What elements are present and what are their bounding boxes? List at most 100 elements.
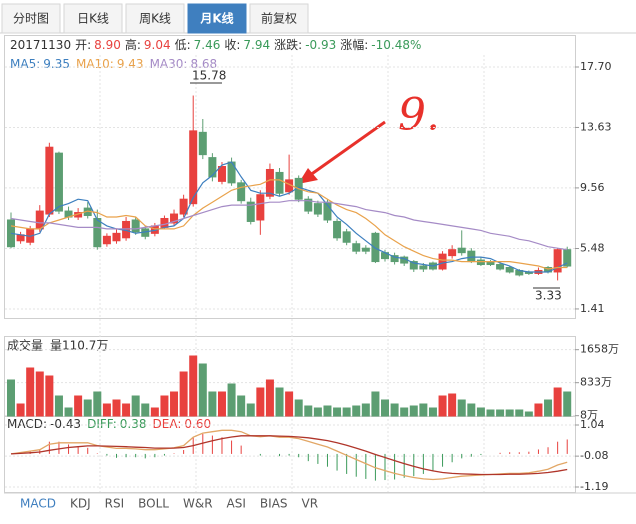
y-tick-label: 5.48: [580, 241, 605, 254]
volume-bar: [390, 403, 399, 417]
handwritten-note: 9.: [398, 90, 440, 141]
period-tab[interactable]: 月K线: [187, 3, 247, 34]
ma-line: [10, 161, 568, 273]
volume-subtitle: 量110.7万: [50, 339, 108, 353]
legend-label: MACD:: [7, 417, 47, 431]
info-label: 开:: [75, 38, 91, 52]
indicator-tab[interactable]: ASI: [227, 497, 246, 511]
y-tick-label: 1.04: [580, 418, 605, 431]
y-tick-label: 8万: [580, 409, 598, 422]
candle-body: [35, 210, 44, 230]
price-panel-frame: [4, 35, 576, 319]
volume-bar: [7, 379, 15, 417]
volume-bar: [160, 395, 169, 417]
indicator-tab[interactable]: VR: [302, 497, 319, 511]
indicator-tab[interactable]: KDJ: [70, 497, 91, 511]
info-value: 9.04: [144, 38, 171, 52]
y-tick-label: -1.19: [580, 480, 608, 493]
volume-bar: [476, 407, 485, 417]
volume-bar: [45, 375, 54, 417]
volume-bar: [524, 411, 533, 417]
info-date: 20171130: [10, 38, 71, 52]
candle-body: [275, 171, 284, 194]
volume-bar: [26, 367, 35, 417]
period-tab[interactable]: 周K线: [125, 3, 185, 34]
volume-bar: [400, 407, 409, 417]
ma-line: [10, 200, 568, 251]
max-label: 15.78: [192, 69, 226, 83]
candle-body: [45, 146, 54, 215]
indicator-tab[interactable]: BIAS: [260, 497, 288, 511]
candle-body: [553, 249, 562, 273]
vertical-grid: [99, 55, 485, 492]
candle-body: [409, 261, 418, 270]
legend-value: 0.38: [120, 417, 147, 431]
candle-body: [93, 217, 102, 248]
volume-bar: [515, 409, 524, 417]
info-value: 7.46: [194, 38, 221, 52]
volume-bar: [122, 403, 131, 417]
volume-bar: [93, 391, 102, 417]
volume-bar: [102, 403, 111, 417]
volume-bar: [265, 379, 274, 417]
volume-bar: [371, 391, 380, 417]
volume-bar: [275, 387, 284, 417]
y-tick-label: 833万: [580, 376, 612, 389]
volume-bar: [448, 393, 457, 417]
indicator-tab[interactable]: RSI: [105, 497, 125, 511]
candle-body: [179, 198, 188, 215]
volume-bar: [208, 391, 217, 417]
tab-background: [125, 3, 185, 34]
macd-legend: MACD: -0.43 DIFF: 0.38 DEA: 0.60: [7, 417, 211, 431]
volume-bar: [198, 363, 207, 417]
volume-bar: [294, 399, 303, 417]
candle-body: [371, 232, 380, 263]
tab-label[interactable]: 前复权: [261, 11, 297, 26]
volume-bar: [428, 407, 437, 417]
volume-bar: [285, 391, 294, 417]
indicator-tab[interactable]: BOLL: [138, 497, 169, 511]
volume-bar: [150, 407, 159, 417]
indicator-tab[interactable]: W&R: [183, 497, 213, 511]
candle-body: [438, 253, 447, 270]
tab-label[interactable]: 分时图: [13, 12, 49, 26]
macd-line: [10, 435, 568, 476]
info-value: -0.93: [305, 38, 336, 52]
candle-body: [265, 168, 274, 197]
tab-label[interactable]: 周K线: [139, 12, 171, 26]
period-tab[interactable]: 前复权: [249, 3, 309, 34]
volume-bar: [304, 405, 313, 417]
volume-bar: [496, 409, 505, 417]
volume-bar: [227, 383, 236, 417]
info-label: 高:: [125, 37, 141, 52]
legend-label: MA5:: [10, 57, 40, 71]
volume-bar: [179, 371, 188, 417]
info-label: 收:: [224, 38, 240, 52]
candle-body: [54, 152, 63, 212]
tab-label[interactable]: 月K线: [199, 11, 233, 26]
legend-value: 9.43: [117, 57, 144, 71]
volume-bar: [467, 403, 476, 417]
legend-value: 0.60: [184, 417, 211, 431]
volume-bar: [246, 403, 255, 417]
volume-bar: [534, 403, 543, 417]
tab-label[interactable]: 日K线: [77, 12, 109, 26]
arrow-head: [298, 168, 318, 184]
volume-bar: [112, 399, 121, 417]
period-tab[interactable]: 分时图: [1, 3, 61, 34]
legend-label: MA10:: [76, 57, 114, 71]
candle-body: [217, 166, 226, 182]
indicator-tab[interactable]: MACD: [20, 497, 56, 511]
candle-body: [467, 250, 476, 263]
y-tick-label: 1.41: [580, 302, 605, 315]
candle-body: [563, 249, 572, 267]
y-tick-label: 1658万: [580, 343, 619, 356]
candle-body: [457, 247, 466, 254]
volume-bar: [342, 407, 351, 417]
info-label: 低:: [175, 38, 191, 52]
period-tab[interactable]: 日K线: [63, 3, 123, 34]
ma-line: [10, 179, 568, 270]
tab-background: [249, 3, 309, 34]
